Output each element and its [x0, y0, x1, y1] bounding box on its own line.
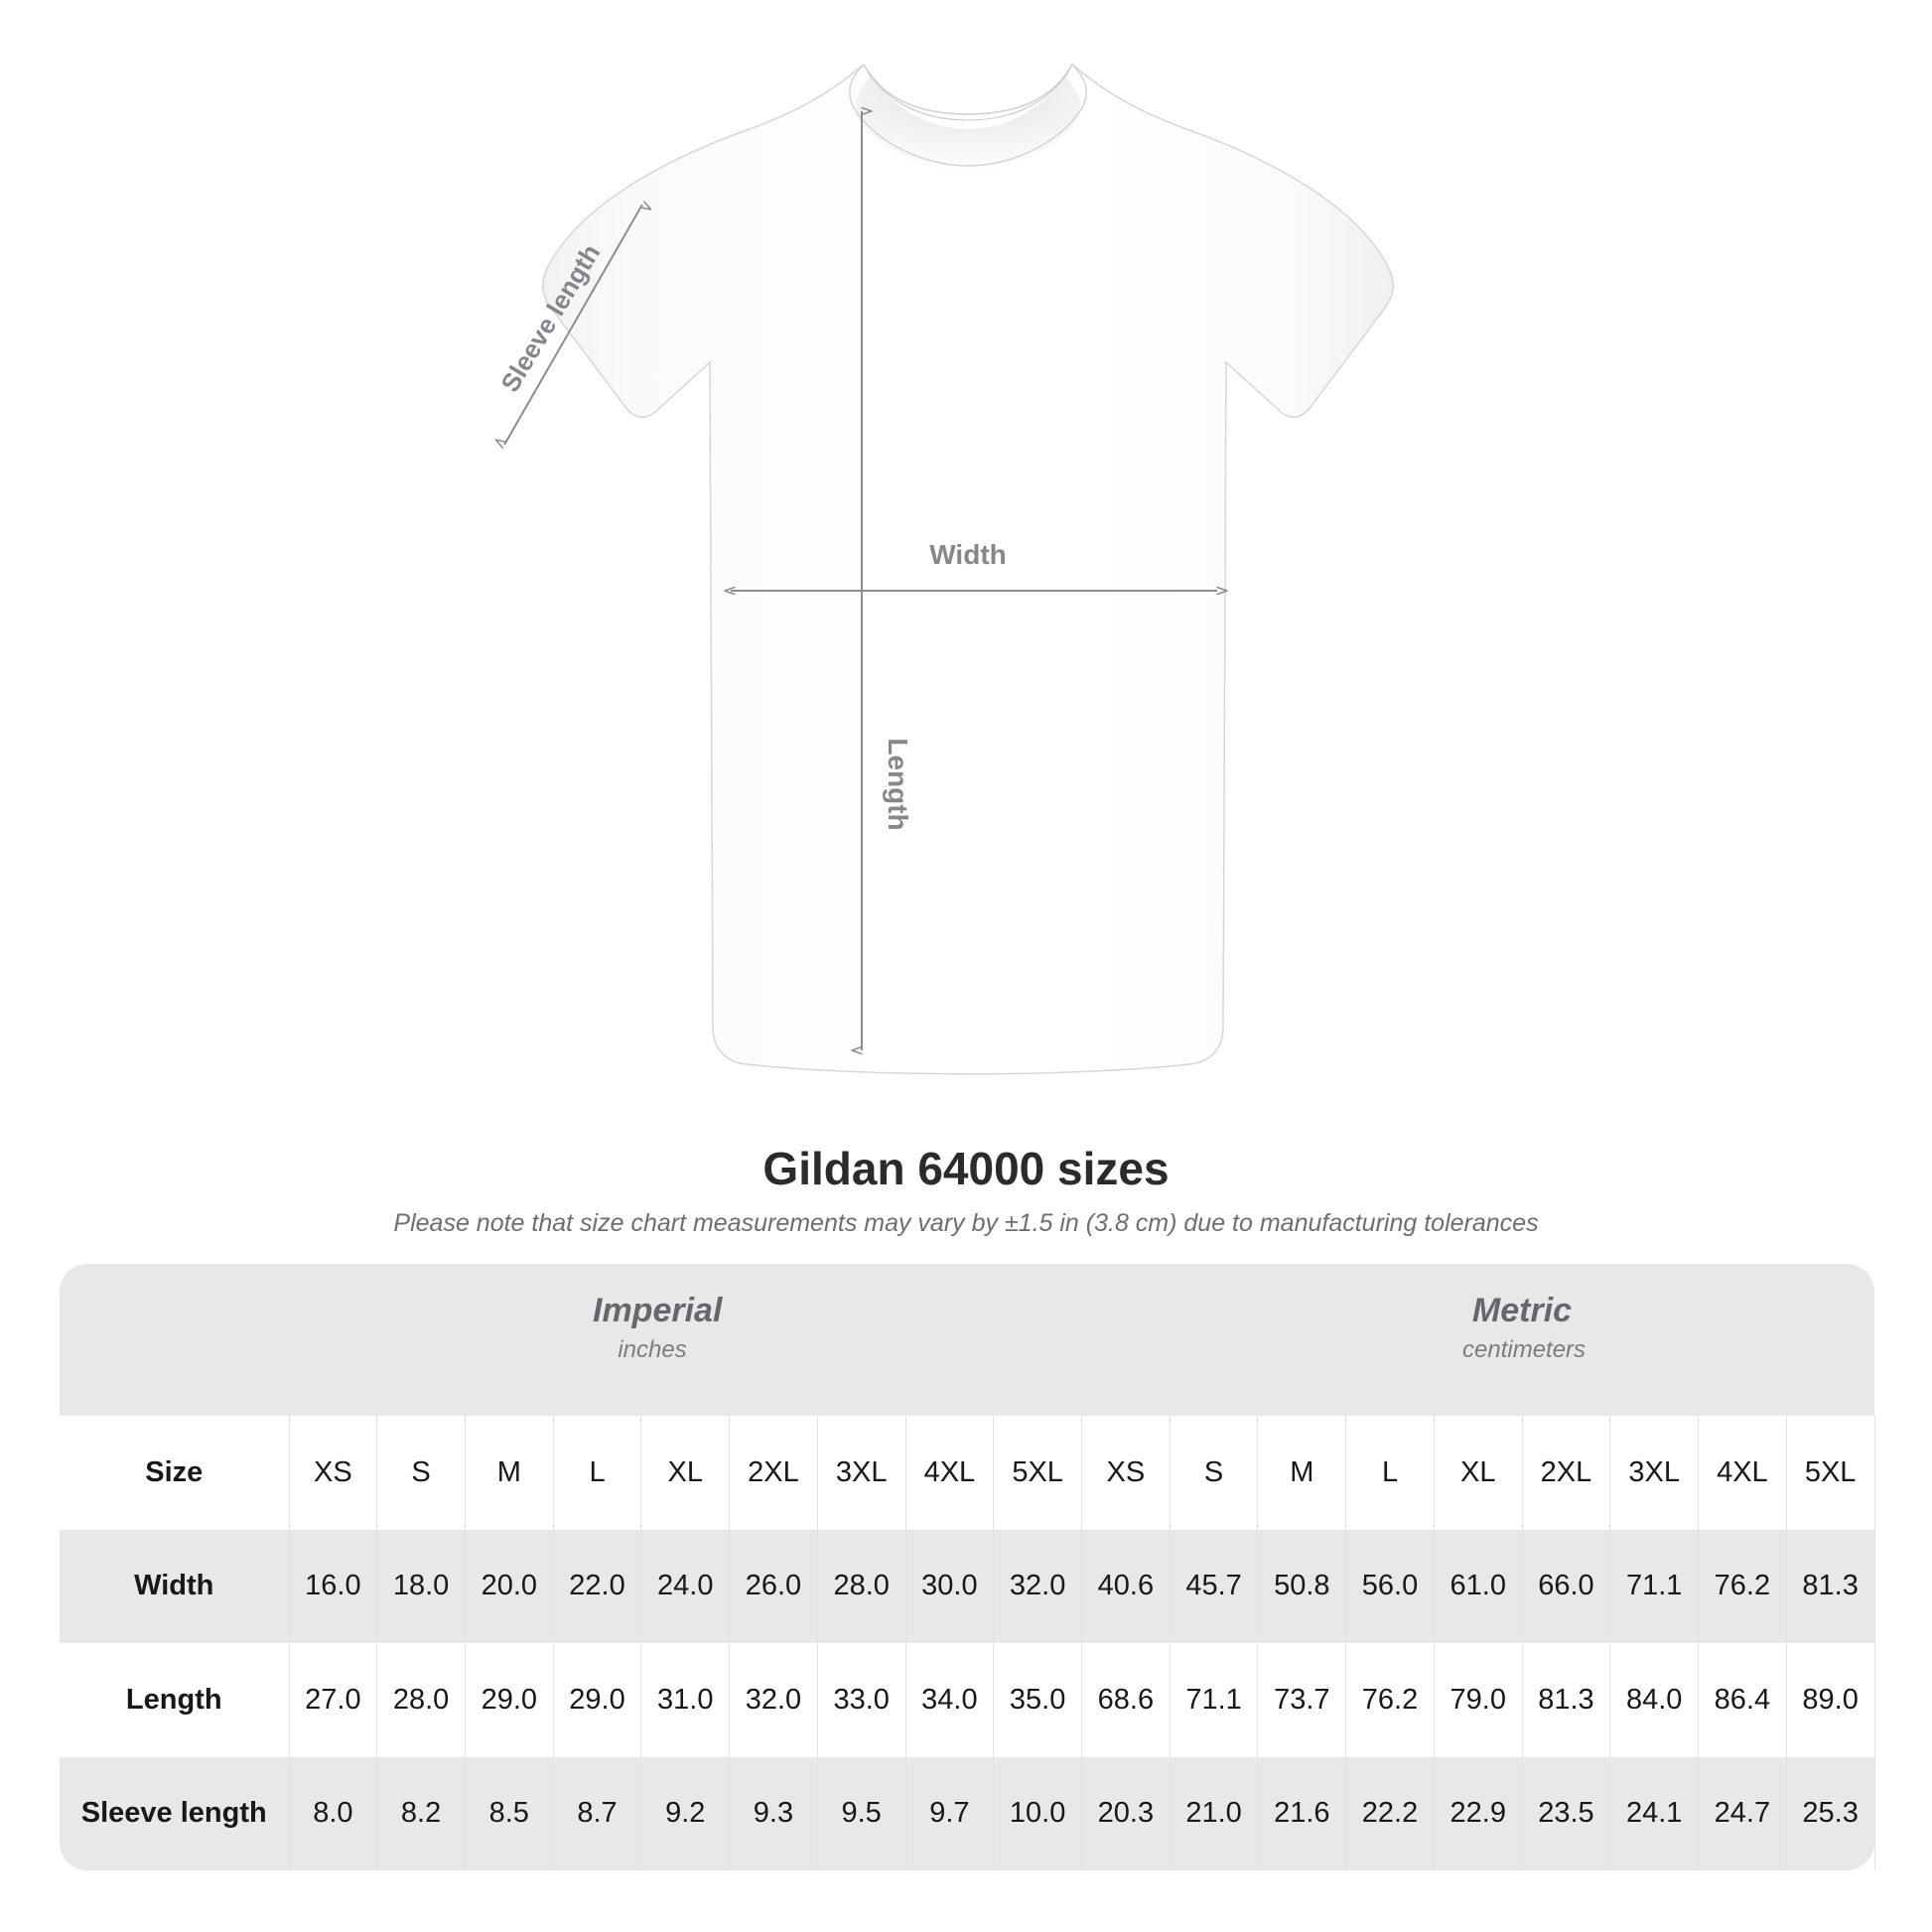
- svg-text:Width: Width: [929, 539, 1007, 570]
- svg-text:Length: Length: [883, 738, 913, 830]
- svg-text:Sleeve length: Sleeve length: [494, 239, 606, 397]
